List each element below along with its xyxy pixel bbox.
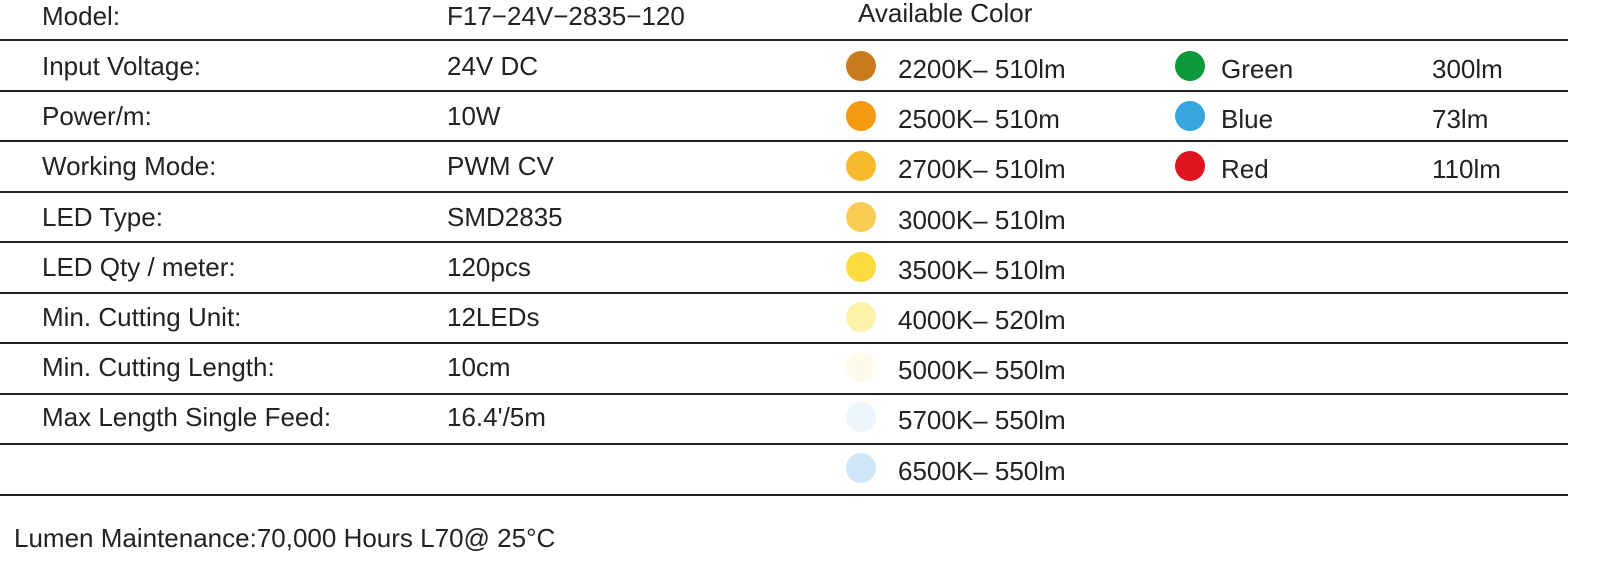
color-dot <box>846 151 876 182</box>
header-value: F17−24V−2835−120 <box>447 1 685 31</box>
color-dot <box>846 251 876 282</box>
row-divider <box>0 140 1568 142</box>
header-available-color: Available Color <box>858 0 1033 28</box>
spec-value: 16.4'/5m <box>447 402 546 433</box>
color-label: 5700K– 550lm <box>898 405 1066 436</box>
row-divider <box>0 291 1568 294</box>
spec-label: LED Type: <box>42 201 163 232</box>
spec-label: Min. Cutting Unit: <box>42 302 242 332</box>
color-dot <box>846 201 876 232</box>
spec-value: SMD2835 <box>447 201 563 232</box>
color-label: 4000K– 520lm <box>898 305 1066 335</box>
color-label: 6500K– 550lm <box>898 455 1066 486</box>
color-lumen: 73lm <box>1432 104 1489 135</box>
spec-value: 10W <box>447 101 501 132</box>
color-label: 2700K– 510lm <box>898 154 1066 185</box>
color-name: Green <box>1221 54 1294 84</box>
spec-label: Max Length Single Feed: <box>42 402 332 433</box>
row-divider <box>0 443 1568 445</box>
color-dot <box>846 101 876 132</box>
row-divider <box>0 89 1568 92</box>
color-dot <box>1175 151 1205 182</box>
color-label: 5000K– 550lm <box>898 355 1066 386</box>
header-label: Model: <box>42 1 121 31</box>
row-divider <box>0 190 1568 193</box>
spec-value: PWM CV <box>447 151 554 182</box>
spec-label: Input Voltage: <box>42 51 202 81</box>
spec-label: LED Qty / meter: <box>42 251 236 282</box>
color-name: Blue <box>1221 104 1274 135</box>
color-label: 3500K– 510lm <box>898 254 1066 285</box>
color-dot <box>846 402 876 433</box>
color-dot <box>846 452 876 483</box>
spec-label: Min. Cutting Length: <box>42 352 275 383</box>
color-lumen: 110lm <box>1432 154 1501 185</box>
row-divider <box>0 39 1568 41</box>
footer-note: Lumen Maintenance:70,000 Hours L70@ 25°C <box>14 523 556 553</box>
row-divider <box>0 392 1568 395</box>
spec-value: 24V DC <box>447 51 539 81</box>
spec-value: 12LEDs <box>447 302 540 332</box>
spec-label: Power/m: <box>42 101 152 132</box>
color-dot <box>846 302 876 332</box>
color-name: Red <box>1221 154 1269 185</box>
color-label: 2500K– 510m <box>898 104 1060 135</box>
color-dot <box>1175 101 1205 132</box>
color-dot <box>846 352 876 383</box>
row-divider <box>0 342 1568 344</box>
spec-label: Working Mode: <box>42 151 217 182</box>
row-divider <box>0 241 1568 243</box>
color-dot <box>1175 51 1205 81</box>
color-label: 3000K– 510lm <box>898 204 1066 235</box>
spec-value: 120pcs <box>447 251 531 282</box>
color-dot <box>846 51 876 81</box>
row-divider <box>0 493 1568 496</box>
color-label: 2200K– 510lm <box>898 54 1066 84</box>
color-lumen: 300lm <box>1432 54 1503 84</box>
spec-value: 10cm <box>447 352 511 383</box>
